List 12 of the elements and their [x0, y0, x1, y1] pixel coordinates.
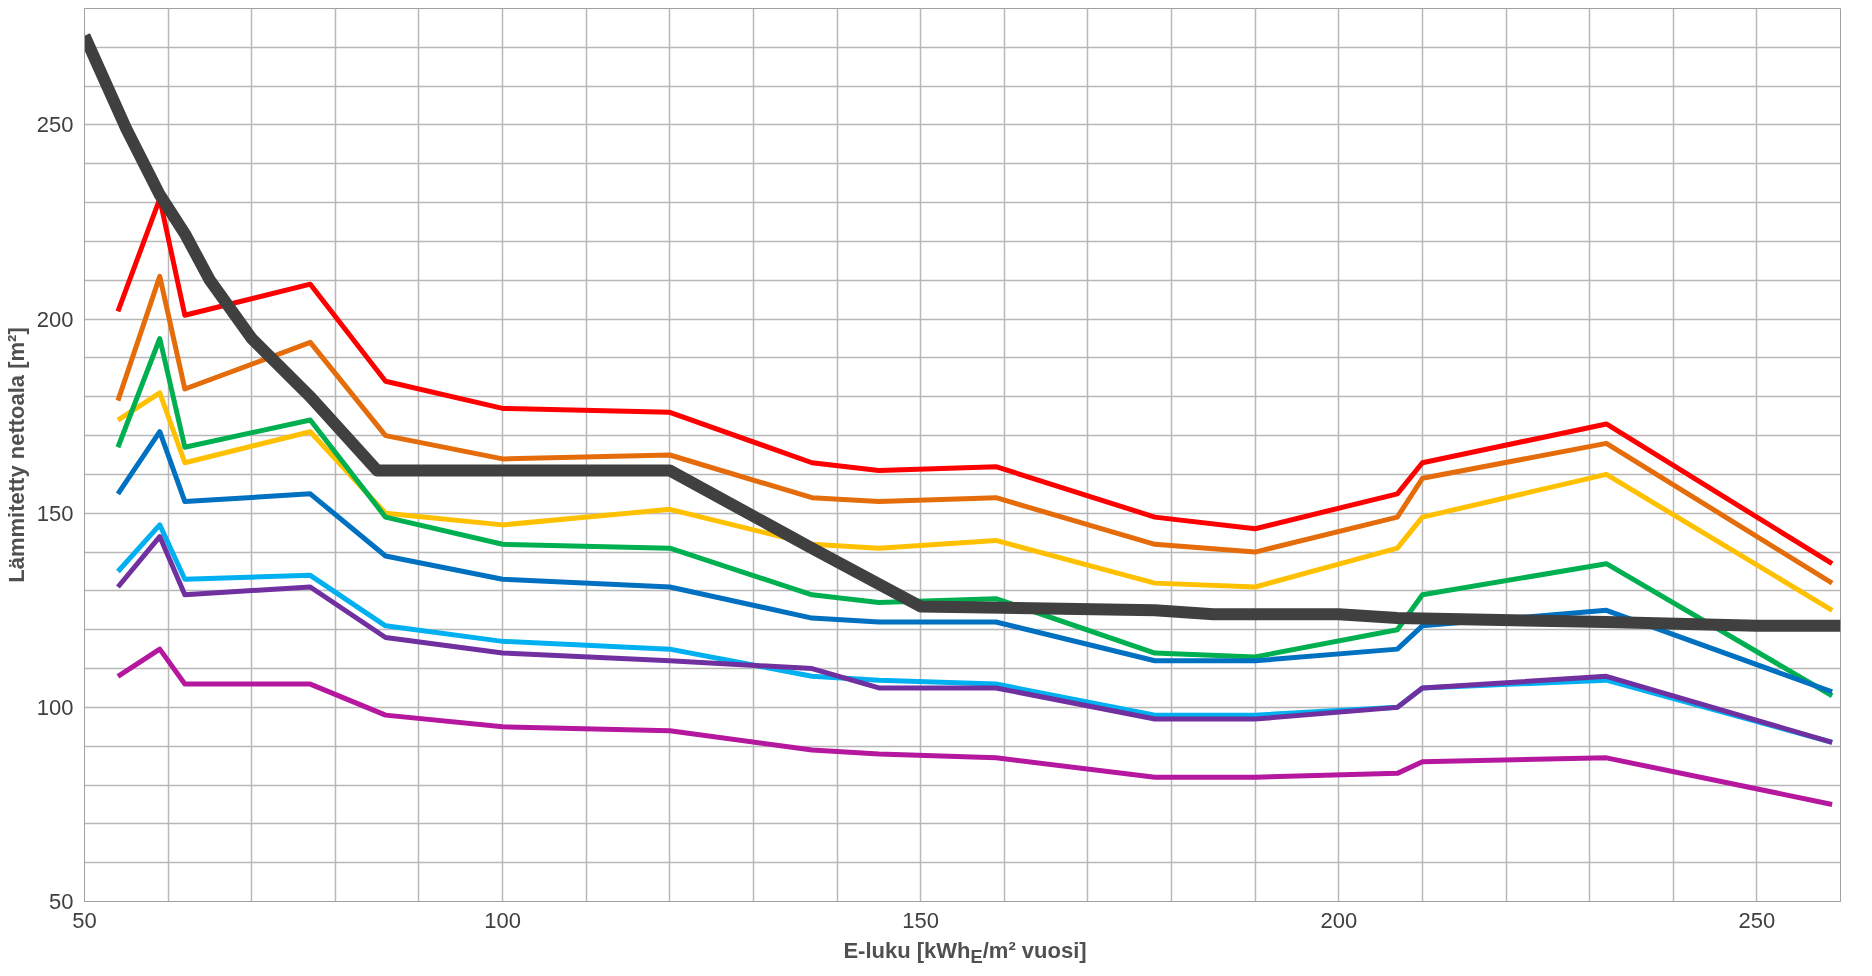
x-axis-title: E-luku [kWh$_{E}$/m² vuosi] [842, 937, 1088, 970]
x-tick-label: 200 [1320, 907, 1358, 933]
y-tick-label: 100 [36, 694, 74, 720]
x-tick-label: 250 [1738, 907, 1776, 933]
x-tick-label: 150 [902, 907, 940, 933]
x-tick-label: 100 [484, 907, 521, 933]
x-tick-label: 50 [72, 907, 97, 933]
y-tick-label: 50 [49, 889, 74, 914]
y-tick-label: 150 [36, 500, 74, 526]
y-tick-label: 250 [36, 112, 74, 138]
y-axis-title: Lämmitetty nettoala [m²] [3, 327, 29, 583]
y-tick-label: 200 [36, 306, 74, 332]
